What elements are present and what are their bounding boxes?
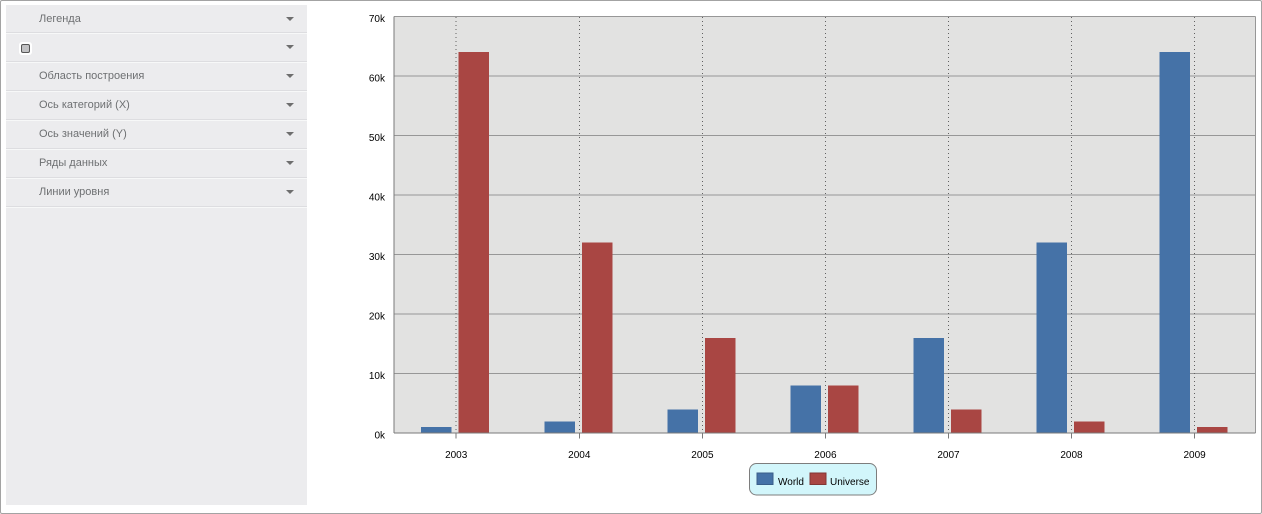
svg-text:20k: 20k: [369, 312, 386, 323]
svg-text:10k: 10k: [369, 371, 386, 382]
svg-text:70k: 70k: [369, 14, 386, 25]
svg-text:2009: 2009: [1183, 450, 1206, 461]
svg-text:2003: 2003: [445, 450, 468, 461]
svg-text:World: World: [778, 477, 804, 488]
svg-text:Universe: Universe: [830, 477, 870, 488]
svg-text:50k: 50k: [369, 133, 386, 144]
svg-text:30k: 30k: [369, 252, 386, 263]
svg-text:2007: 2007: [937, 450, 960, 461]
svg-text:2005: 2005: [691, 450, 714, 461]
svg-text:2008: 2008: [1060, 450, 1083, 461]
svg-text:2004: 2004: [568, 450, 591, 461]
svg-text:0k: 0k: [374, 431, 386, 442]
svg-text:40k: 40k: [369, 193, 386, 204]
svg-text:60k: 60k: [369, 74, 386, 85]
svg-text:2006: 2006: [814, 450, 837, 461]
